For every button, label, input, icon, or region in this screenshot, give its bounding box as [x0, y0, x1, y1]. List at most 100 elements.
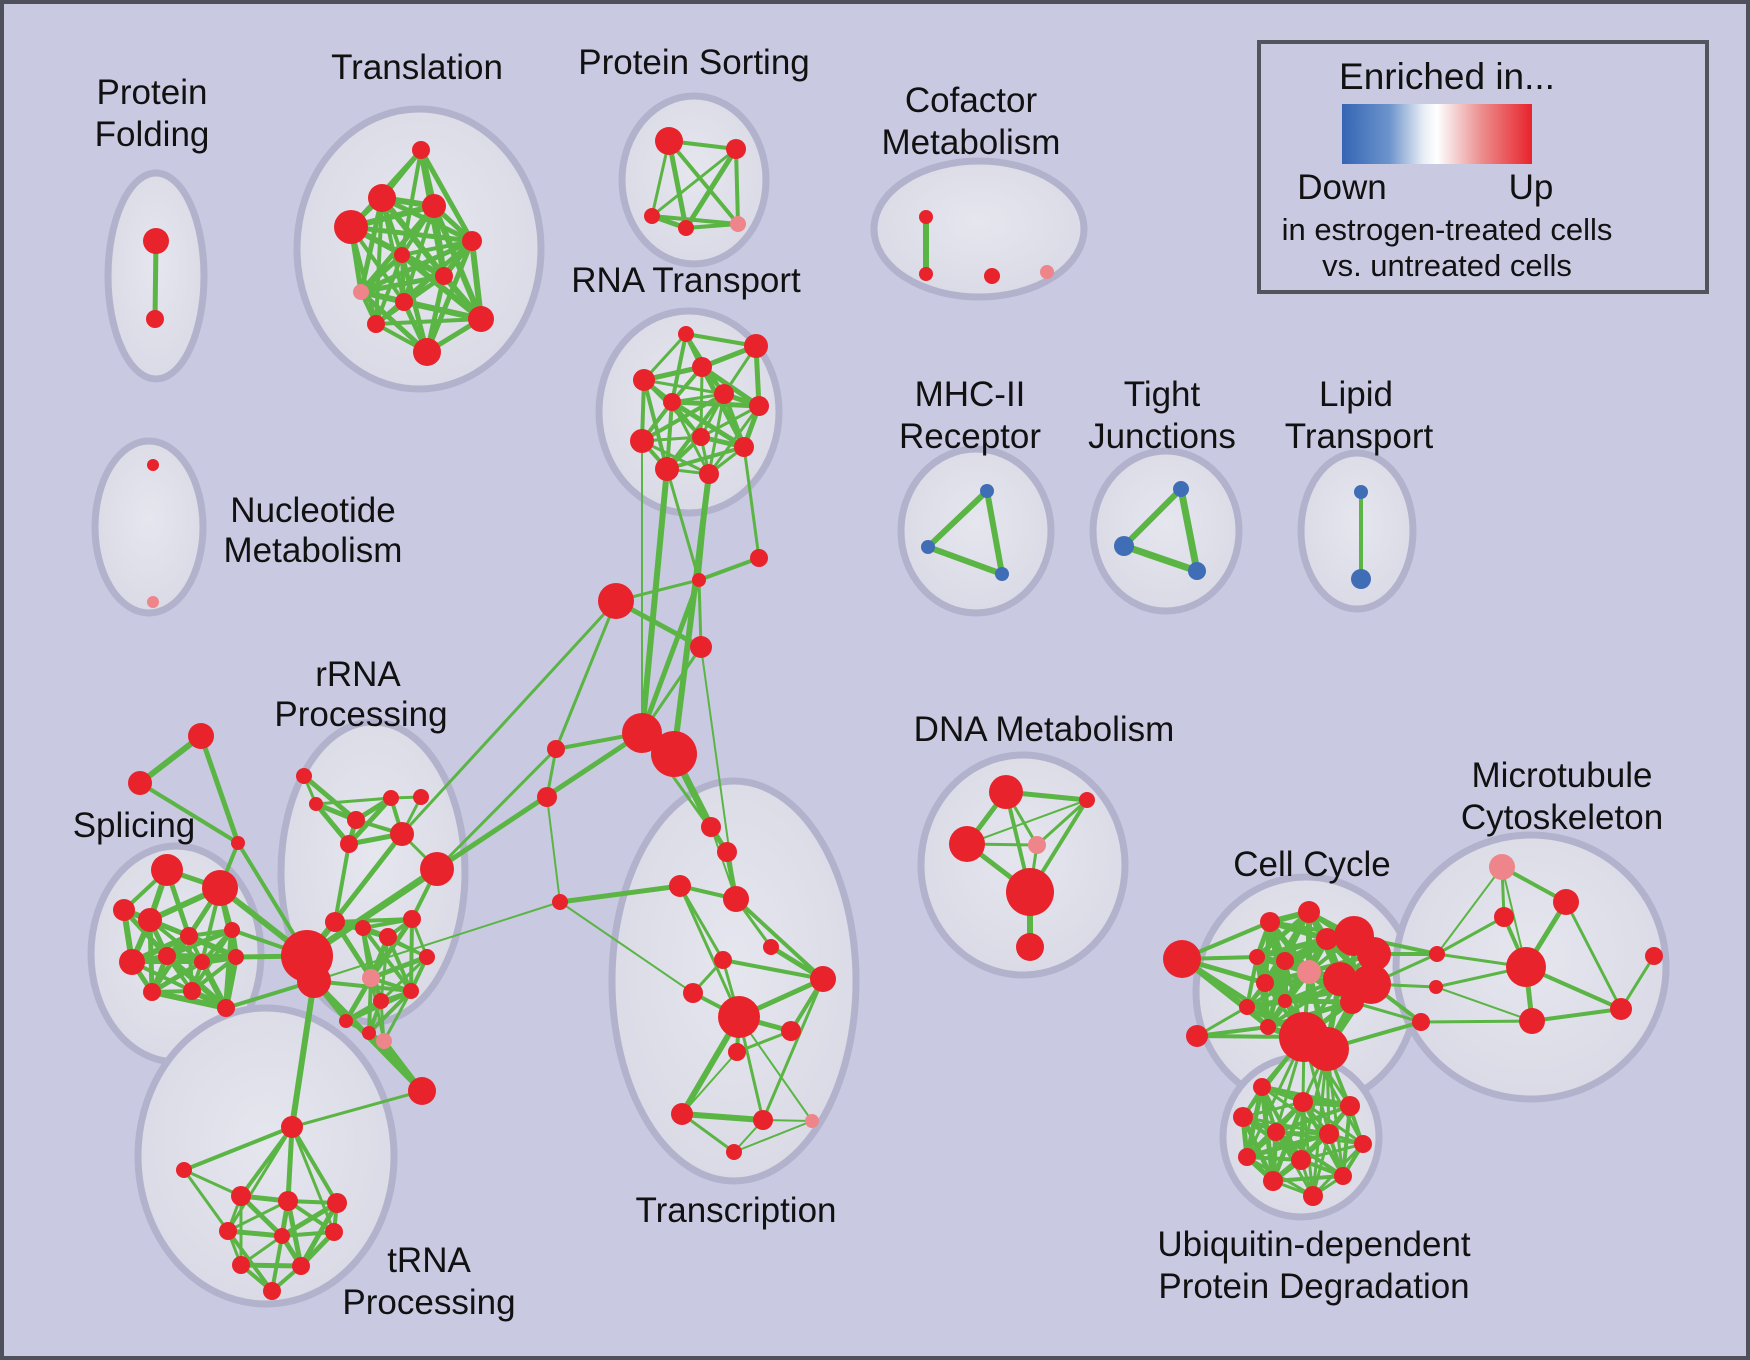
node-trna-6: [274, 1228, 290, 1244]
edge: [639, 466, 670, 736]
node-cell_cycle-14: [1323, 962, 1357, 996]
node-rrna-16: [362, 1026, 376, 1040]
node-conn-3: [690, 636, 712, 658]
node-rna_transport-3: [692, 357, 712, 377]
legend-gradient-bar: [1342, 104, 1532, 164]
node-rrna-3: [347, 811, 365, 829]
cluster-ellipse-cofactor: [870, 157, 1088, 301]
node-ubiquitin-5: [1319, 1124, 1339, 1144]
node-transcription-10: [728, 1043, 746, 1061]
edge: [1419, 1019, 1534, 1024]
edge: [984, 488, 1005, 577]
node-splicing-8: [194, 954, 210, 970]
cluster-label-cell_cycle: Cell Cycle: [1233, 845, 1391, 884]
node-rrna-4: [390, 822, 414, 846]
node-ubiquitin-11: [1303, 1186, 1323, 1206]
node-trna-0: [281, 1116, 303, 1138]
edge: [761, 977, 825, 1122]
cluster-label-trna: Processing: [342, 1283, 515, 1322]
cluster-label-protein_folding: Folding: [95, 115, 210, 154]
edge: [665, 467, 701, 582]
node-microtubule-5: [1610, 998, 1632, 1020]
edge: [546, 796, 561, 903]
node-rna_transport-8: [692, 428, 710, 446]
edge: [1271, 1174, 1345, 1183]
node-rrna-10: [403, 910, 421, 928]
edge: [639, 577, 702, 736]
edge: [313, 901, 561, 982]
edge: [164, 927, 235, 959]
cluster-label-rrna: Processing: [274, 695, 447, 734]
node-mhc-1: [921, 540, 935, 554]
edge: [368, 916, 415, 981]
edge: [699, 404, 761, 439]
node-microtubule-4: [1519, 1008, 1545, 1034]
node-splicing-9: [228, 949, 244, 965]
node-trna-2: [231, 1186, 251, 1206]
node-trna-9: [292, 1257, 310, 1275]
node-dna-4: [1006, 868, 1054, 916]
node-trna-5: [219, 1222, 237, 1240]
node-transcription-7: [683, 983, 703, 1003]
node-protein_folding-0: [143, 228, 169, 254]
edge: [368, 954, 430, 981]
node-ubiquitin-7: [1291, 1150, 1311, 1170]
node-dna-2: [949, 826, 985, 862]
edge: [358, 273, 447, 295]
edge: [138, 781, 240, 845]
node-nucleotide-1: [147, 596, 159, 608]
node-dna-5: [1016, 933, 1044, 961]
edge: [379, 955, 429, 1003]
legend: Enriched in... Down Up in estrogen-treat…: [1257, 40, 1709, 294]
node-ubiquitin-10: [1334, 1167, 1352, 1185]
cluster-label-mhc: Receptor: [899, 417, 1041, 456]
edge: [679, 1111, 766, 1123]
node-trna-7: [325, 1223, 343, 1241]
node-lipid_transport-1: [1351, 569, 1371, 589]
edge: [650, 147, 738, 218]
edge: [226, 1125, 294, 1233]
edge: [190, 955, 238, 993]
edge: [681, 1051, 738, 1115]
node-translation-10: [413, 338, 441, 366]
edge: [1245, 955, 1259, 1009]
edge: [1435, 986, 1533, 1022]
edge: [1254, 909, 1312, 960]
node-cell_cycle-9: [1278, 994, 1292, 1008]
node-transcription-1: [717, 842, 737, 862]
node-rrna-0: [296, 768, 312, 784]
edge: [640, 392, 726, 443]
node-rrna-11: [419, 949, 435, 965]
node-transcription-5: [714, 951, 732, 969]
edge: [666, 138, 689, 231]
edge: [1299, 1142, 1365, 1162]
edge: [559, 901, 694, 994]
cluster-label-mhc: MHC-II: [915, 375, 1026, 414]
node-translation-8: [395, 293, 413, 311]
edge: [226, 1229, 274, 1293]
node-transcription-8: [718, 996, 760, 1038]
node-rrna-1: [383, 790, 399, 806]
node-splicing-11: [183, 982, 201, 1000]
node-splicing-0: [151, 854, 183, 886]
edge: [152, 238, 159, 322]
edge: [966, 799, 1088, 845]
edge: [400, 239, 474, 257]
node-translation-9: [468, 306, 494, 332]
node-translation-7: [353, 284, 369, 300]
edge: [670, 332, 688, 404]
node-rrna-2: [309, 797, 323, 811]
node-transcription-6: [810, 966, 836, 992]
node-ubiquitin-0: [1253, 1078, 1271, 1096]
cluster-label-translation: Translation: [331, 48, 503, 87]
edge: [290, 1089, 424, 1129]
node-cell_cycle-6: [1297, 960, 1321, 984]
node-splicing_triangle-0: [188, 723, 214, 749]
cluster-label-tight_junctions: Junctions: [1088, 417, 1236, 456]
node-conn-0: [692, 573, 706, 587]
node-mhc-2: [995, 567, 1009, 581]
node-conn-5: [651, 731, 697, 777]
node-tight_junctions-2: [1188, 562, 1206, 580]
cluster-label-cofactor: Metabolism: [882, 123, 1061, 162]
